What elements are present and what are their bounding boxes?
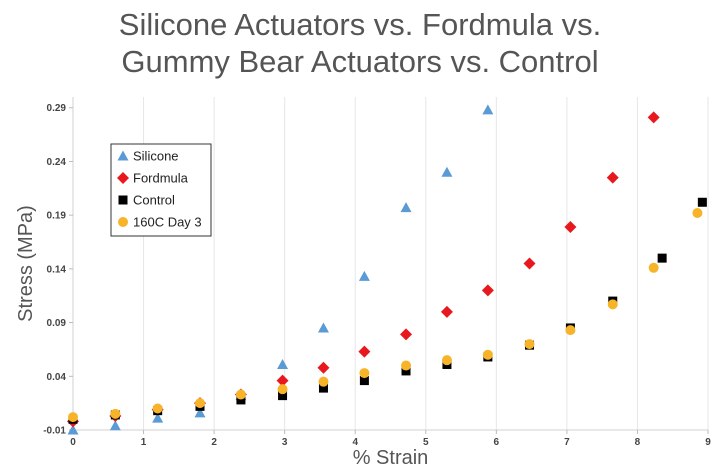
data-point <box>441 166 453 177</box>
legend-marker <box>118 217 128 227</box>
data-point <box>152 403 163 414</box>
legend-marker <box>117 150 129 161</box>
series-160c-day-3 <box>68 208 703 423</box>
data-point <box>564 220 577 233</box>
data-point <box>277 384 288 395</box>
y-tick-label: 0.09 <box>47 318 67 329</box>
data-point <box>277 358 289 369</box>
data-point <box>607 299 618 310</box>
data-point <box>318 383 328 393</box>
data-point <box>317 361 330 374</box>
data-point <box>318 376 329 387</box>
legend-marker <box>118 195 128 205</box>
data-point <box>657 253 667 263</box>
data-point <box>697 197 707 207</box>
legend-entry-label: Fordmula <box>133 171 189 186</box>
data-point <box>692 208 703 219</box>
legend-entry-label: 160C Day 3 <box>133 215 202 230</box>
x-tick-label: 7 <box>564 437 570 448</box>
legend-entry-label: Silicone <box>133 149 179 164</box>
x-tick-label: 6 <box>494 437 500 448</box>
legend-entry-label: Control <box>133 193 175 208</box>
data-point <box>67 424 79 435</box>
x-tick-label: 8 <box>635 437 641 448</box>
y-tick-label: 0.19 <box>47 211 67 222</box>
data-point <box>109 420 121 431</box>
y-tick-label: 0.29 <box>47 103 67 114</box>
data-point <box>358 345 371 358</box>
y-tick-label: 0.04 <box>47 372 67 383</box>
data-point <box>359 368 370 379</box>
data-point <box>606 171 619 184</box>
legend-marker <box>117 172 129 184</box>
data-point <box>482 104 494 115</box>
data-point <box>195 398 205 409</box>
data-point <box>194 407 206 418</box>
chart-title: Silicone Actuators vs. Fordmula vs. Gumm… <box>0 6 720 80</box>
data-point <box>110 408 121 419</box>
data-point <box>359 376 369 386</box>
data-point <box>236 395 246 405</box>
x-tick-label: 0 <box>70 437 76 448</box>
x-tick-label: 4 <box>352 437 358 448</box>
data-point <box>400 328 413 341</box>
data-point <box>235 389 246 400</box>
data-point <box>481 284 494 297</box>
y-tick-label: -0.01 <box>43 426 66 437</box>
data-point <box>400 202 412 213</box>
data-point <box>152 412 164 423</box>
data-point <box>524 339 535 350</box>
x-tick-label: 5 <box>423 437 429 448</box>
x-tick-label: 3 <box>282 437 288 448</box>
points-layer <box>67 104 707 435</box>
chart-title-line-2: Gummy Bear Actuators vs. Control <box>121 44 599 79</box>
grid-layer <box>143 97 709 430</box>
data-point <box>440 305 453 318</box>
y-tick-label: 0.24 <box>47 157 67 168</box>
legend: Silicone Fordmula Control 160C Day 3 <box>110 143 212 237</box>
data-point <box>482 349 493 360</box>
chart-title-line-1: Silicone Actuators vs. Fordmula vs. <box>118 7 602 42</box>
x-axis-title: % Strain <box>353 447 429 469</box>
data-point <box>358 270 370 281</box>
data-point <box>565 325 576 336</box>
x-tick-label: 2 <box>211 437 217 448</box>
data-point <box>68 412 78 423</box>
data-point <box>647 111 660 124</box>
data-point <box>648 262 659 273</box>
series-silicone <box>67 104 494 435</box>
data-point <box>401 366 411 376</box>
data-point <box>276 374 289 387</box>
data-point <box>401 360 412 371</box>
data-point <box>317 322 329 333</box>
axis-layer: -0.01 0.04 0.09 0.14 0.19 0.24 0.29 0 1 2 3 4 5 6 7 8 9 <box>43 97 711 448</box>
data-point <box>441 355 452 366</box>
x-tick-label: 1 <box>141 437 147 448</box>
y-axis-title: Stress (MPa) <box>15 205 37 322</box>
y-tick-label: 0.14 <box>47 264 67 275</box>
x-tick-label: 9 <box>705 437 711 448</box>
data-point <box>523 257 536 270</box>
data-point <box>278 391 288 401</box>
